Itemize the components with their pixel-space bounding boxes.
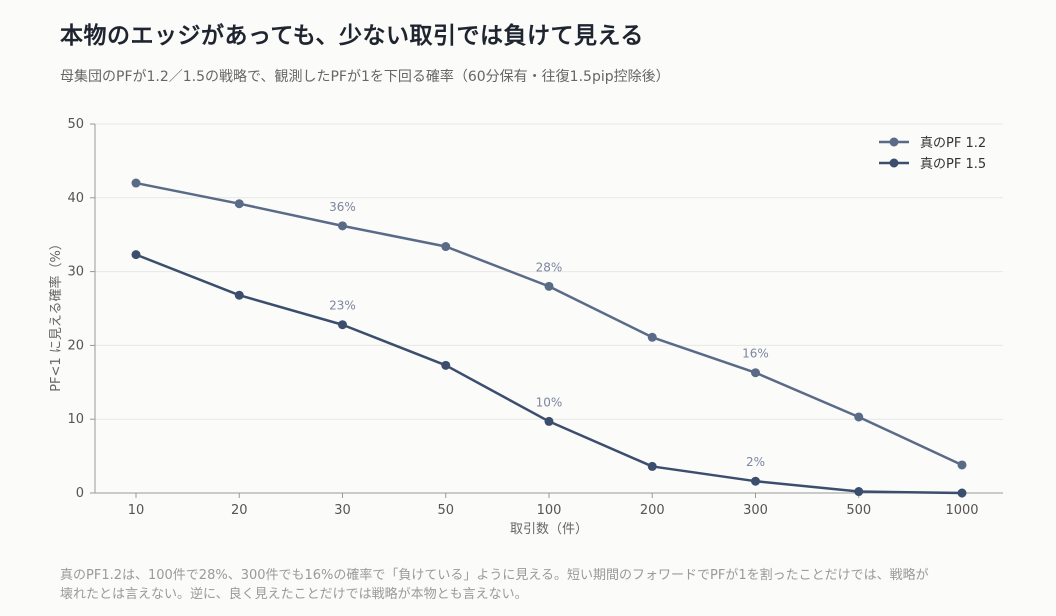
data-point: [751, 368, 760, 378]
data-label: 23%: [329, 299, 356, 313]
legend-marker: [889, 137, 899, 147]
data-label: 28%: [536, 260, 563, 274]
legend-label: 真のPF 1.2: [920, 136, 986, 151]
data-point: [647, 332, 657, 342]
x-tick-label: 500: [846, 503, 871, 518]
data-point: [854, 487, 864, 497]
data-label: 10%: [536, 395, 563, 409]
data-label: 16%: [742, 347, 769, 361]
x-tick-label: 1000: [945, 503, 978, 518]
data-point: [854, 412, 864, 422]
data-label: 2%: [746, 455, 765, 469]
chart-subtitle: 母集団のPFが1.2／1.5の戦略で、観測したPFが1を下回る確率（60分保有・…: [60, 69, 670, 85]
data-point: [751, 476, 760, 486]
data-point: [544, 416, 554, 426]
x-tick-label: 100: [537, 503, 562, 518]
data-point: [131, 250, 141, 260]
x-tick-label: 50: [437, 503, 454, 518]
x-tick-label: 10: [128, 503, 145, 518]
data-label: 36%: [329, 200, 356, 214]
data-point: [338, 221, 347, 231]
y-tick-label: 0: [76, 486, 84, 501]
y-tick-label: 50: [67, 117, 84, 132]
data-point: [338, 320, 347, 330]
y-tick-label: 20: [67, 338, 84, 353]
x-tick-label: 30: [334, 503, 351, 518]
y-tick-label: 10: [67, 412, 84, 427]
data-point: [131, 178, 141, 188]
y-tick-label: 40: [67, 191, 84, 206]
data-point: [544, 281, 554, 291]
chart-footnote: 真のPF1.2は、100件で28%、300件でも16%の確率で「負けている」よう…: [60, 568, 929, 602]
legend-label: 真のPF 1.5: [920, 157, 986, 172]
chart-title: 本物のエッジがあっても、少ない取引では負けて見える: [60, 23, 644, 49]
data-point: [957, 460, 967, 470]
data-point: [234, 290, 244, 300]
data-point: [441, 360, 451, 370]
y-axis-label: PF<1 に見える確率（%）: [48, 237, 64, 392]
data-point: [647, 461, 657, 471]
data-point: [957, 488, 967, 498]
data-point: [441, 242, 451, 252]
x-tick-label: 200: [640, 503, 665, 518]
data-point: [234, 199, 244, 209]
x-axis-label: 取引数（件）: [510, 522, 588, 537]
legend-marker: [889, 158, 899, 168]
x-tick-label: 20: [231, 503, 248, 518]
y-tick-label: 30: [67, 265, 84, 280]
x-tick-label: 300: [743, 503, 768, 518]
